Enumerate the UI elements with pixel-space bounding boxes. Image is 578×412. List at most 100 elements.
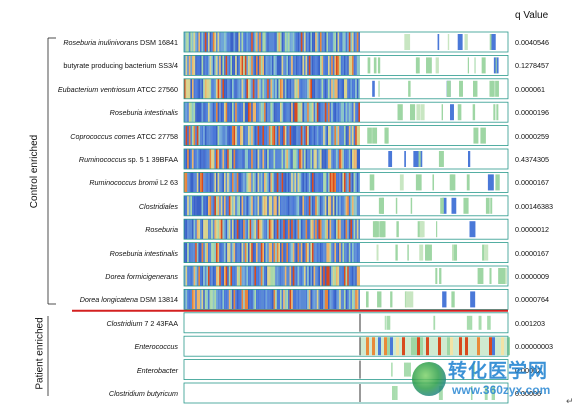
q-value: 0.00002 [515,365,541,375]
heat-cell [328,242,330,263]
heat-cell [267,32,269,52]
row-frame [183,359,509,381]
heat-cell [323,266,325,286]
heat-cell [289,149,292,169]
heat-cell [365,291,369,308]
heat-cell [337,219,340,240]
heat-cell [184,78,186,99]
heat-cell [268,149,271,169]
heat-cell [366,337,369,356]
heat-cell [321,78,324,99]
heat-cell [235,78,237,99]
heat-cell [235,172,237,193]
heat-cell [270,149,273,169]
heat-cell [262,149,265,169]
heat-cell [268,266,271,286]
heat-cell [203,289,205,310]
heat-cell [260,32,263,52]
heat-cell [257,32,260,52]
heat-cell [286,78,289,99]
heat-cell [225,125,228,146]
heat-cell [332,172,335,193]
heat-cell [281,78,284,99]
heat-cell [211,55,213,76]
heat-cell [411,337,414,356]
heat-cell [241,266,244,286]
heat-cell [200,125,202,146]
heat-cell [195,149,197,169]
heat-cell [254,195,257,216]
heat-cell [360,149,508,169]
q-value: 0.0000009 [515,272,549,281]
row-frame [183,195,509,217]
heat-cell [288,78,290,99]
heat-cell [196,219,199,240]
heat-cell [256,149,258,169]
heat-cell [340,149,343,169]
heat-cell [248,195,250,216]
heat-cell [209,125,212,146]
heat-cell [300,172,303,193]
heat-cell [208,195,210,216]
heat-cell [244,195,247,216]
heat-cell [270,289,273,310]
heat-cell [184,149,186,169]
heat-cell [203,219,205,240]
heat-cell [264,289,266,310]
heat-cell [329,149,332,169]
heat-cell [187,266,189,286]
heat-cell [438,337,441,356]
heat-cell [200,149,202,169]
heat-cell [236,32,239,52]
heat-cell [329,266,332,286]
heat-cell [244,242,247,263]
heat-cell [294,78,297,99]
heat-cell [358,32,361,52]
heat-cell [369,337,372,356]
heat-cell [222,102,225,123]
heat-cell [192,242,194,263]
heat-cell [211,242,213,263]
heat-cell [188,289,191,310]
heat-cell [188,242,191,263]
heat-cell [350,149,353,169]
heat-cell [321,289,324,310]
heat-cell [467,57,469,74]
heat-cell [188,195,191,216]
heat-cell [291,289,293,310]
taxon-label: Dorea formicigenerans [38,272,178,281]
heat-cell [345,219,348,240]
heat-cell [248,78,250,99]
heat-cell [238,125,241,146]
heat-cell [201,32,204,52]
heat-cell [348,32,351,52]
heat-cell [211,102,213,123]
heat-cell [270,172,273,193]
heat-cell [219,78,221,99]
heat-cell [332,78,335,99]
heat-cell [288,219,290,240]
heat-cell [278,55,281,76]
heat-cell [377,57,381,74]
heat-cell [413,151,418,167]
heat-cell [344,102,346,123]
heat-cell [484,386,488,400]
heat-cell [360,32,508,52]
heat-cell [195,195,197,216]
heat-cell [403,362,408,377]
heat-cell [316,149,319,169]
heat-cell [212,289,215,310]
heat-cell [472,104,476,121]
heat-cell [312,289,314,310]
heat-cell [270,125,273,146]
heat-cell [259,266,261,286]
heat-cell [281,266,284,286]
heat-cell [200,242,202,263]
heat-cell [337,172,340,193]
heat-cell [224,219,226,240]
heat-cell [272,172,274,193]
q-value: 0.001203 [515,318,545,328]
heat-cell [470,315,473,330]
heat-cell [192,266,194,286]
heat-cell [340,125,343,146]
